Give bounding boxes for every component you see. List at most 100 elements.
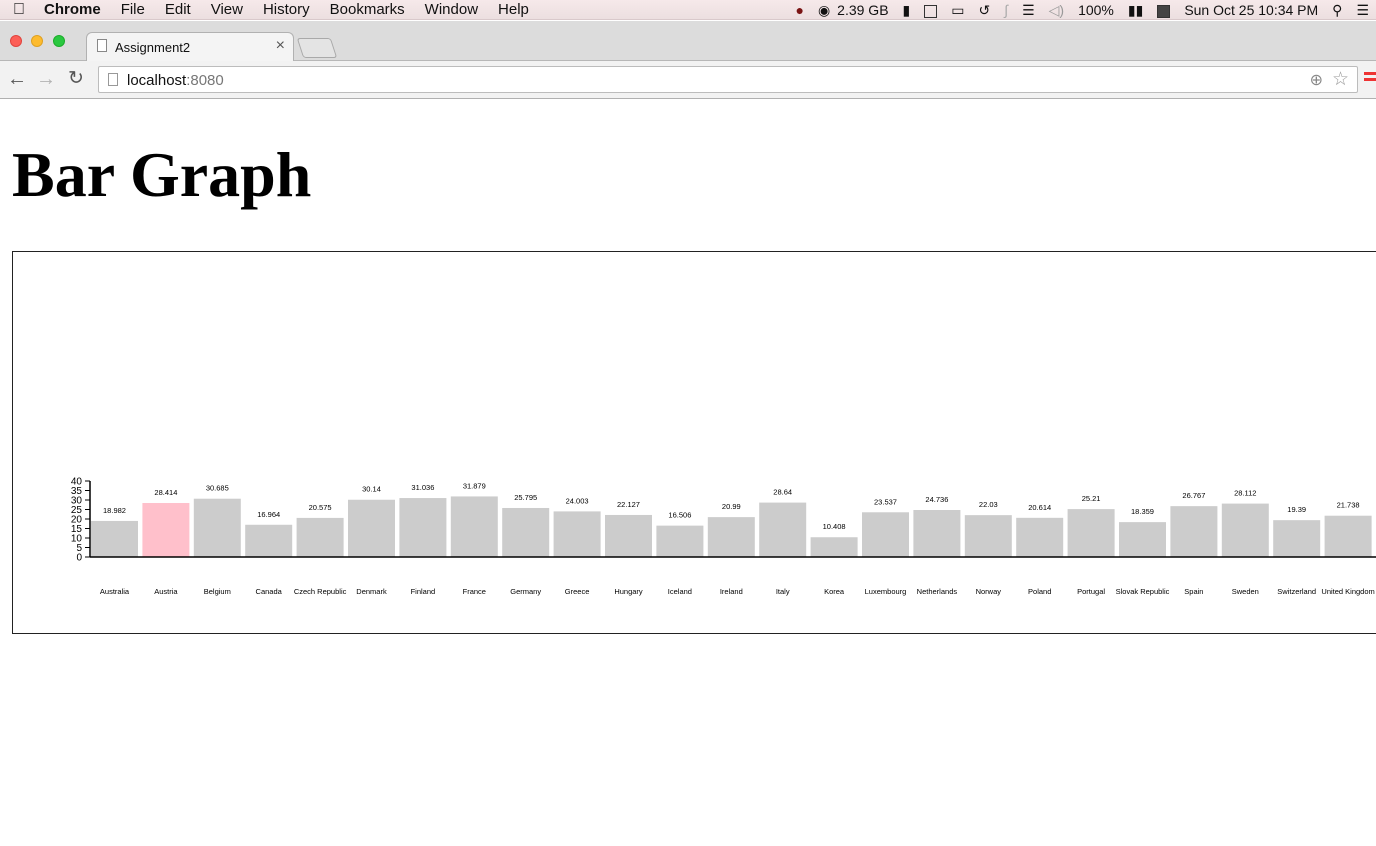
menu-chrome[interactable]: Chrome: [44, 1, 101, 18]
y-tick-label: 5: [76, 543, 82, 554]
bookmark-star-icon[interactable]: ☆: [1331, 69, 1349, 90]
bar-value-label: 30.14: [362, 485, 381, 494]
bar: [810, 537, 858, 557]
bar: [656, 525, 704, 557]
y-tick-label: 20: [71, 515, 83, 526]
bar-value-label: 20.614: [1028, 503, 1051, 512]
menu-help[interactable]: Help: [498, 1, 529, 18]
x-category-label: Slovak Republic: [1116, 587, 1170, 596]
menu-view[interactable]: View: [210, 1, 243, 18]
menu-window[interactable]: Window: [424, 1, 479, 18]
x-category-label: Iceland: [668, 587, 692, 596]
x-category-label: United Kingdom: [1321, 587, 1374, 596]
x-category-label: Finland: [411, 587, 436, 596]
tab-title: Assignment2: [115, 40, 191, 55]
bar-value-label: 16.506: [668, 511, 691, 520]
status-area: ● ◉ 2.39 GB ▮ ▭ ↺ ∫ ☰ ◁) 100% ▮▮ Sun Oct…: [788, 0, 1376, 20]
bar-value-label: 21.738: [1337, 501, 1360, 510]
menu-bookmarks[interactable]: Bookmarks: [329, 1, 405, 18]
bar-value-label: 16.964: [257, 510, 280, 519]
back-arrow-icon[interactable]: ←: [7, 68, 27, 90]
messages-icon[interactable]: ●: [795, 2, 804, 18]
x-category-label: Hungary: [614, 587, 643, 596]
bar: [245, 524, 293, 557]
bar: [91, 520, 138, 557]
chart-container: 0 5 10 15 20 25 30 35 40 18.982 Australia 28.414 Aus…: [12, 251, 1376, 634]
browser-toolbar: ← → ↻ localhost:8080 ⊕ ☆: [0, 61, 1376, 99]
bar-value-label: 20.575: [309, 503, 332, 512]
x-category-label: Norway: [976, 587, 1002, 596]
y-tick-label: 30: [71, 496, 83, 507]
tab-assignment2[interactable]: Assignment2 ×: [86, 32, 294, 61]
input-source-icon[interactable]: [1150, 2, 1177, 18]
y-tick-label: 25: [71, 505, 83, 516]
bar: [1221, 503, 1269, 557]
x-category-label: Germany: [510, 587, 541, 596]
bar-value-label: 26.767: [1182, 491, 1205, 500]
battery-percent[interactable]: 100%: [1078, 2, 1114, 18]
notification-center-icon[interactable]: ☰: [1356, 1, 1369, 18]
x-category-label: Belgium: [204, 587, 231, 596]
x-category-label: France: [463, 587, 486, 596]
bar: [450, 496, 498, 557]
x-category-label: Canada: [256, 587, 283, 596]
menu-history[interactable]: History: [262, 1, 310, 18]
x-category-label: Portugal: [1077, 587, 1105, 596]
menu-bar:  Chrome File Edit View History Bookmark…: [0, 0, 1376, 20]
bar-value-label: 23.537: [874, 497, 897, 506]
address-bar[interactable]: localhost:8080 ⊕ ☆: [98, 66, 1358, 93]
bar: [1119, 522, 1166, 557]
close-window-button[interactable]: [10, 35, 22, 47]
volume-icon[interactable]: ◁): [1048, 1, 1065, 18]
tab-strip: Assignment2 ×: [0, 21, 1376, 61]
close-tab-icon[interactable]: ×: [275, 37, 285, 54]
bar: [1016, 517, 1064, 557]
bar-value-label: 10.408: [823, 522, 846, 531]
zoom-window-button[interactable]: [53, 35, 65, 47]
bar-value-label: 30.685: [206, 484, 229, 493]
spotlight-icon[interactable]: ⚲: [1332, 1, 1343, 18]
x-category-label: Korea: [824, 587, 845, 596]
bar-value-label: 28.414: [154, 488, 177, 497]
bar: [1170, 506, 1218, 557]
time-machine-icon[interactable]: ↺: [978, 1, 991, 18]
clock[interactable]: Sun Oct 25 10:34 PM: [1184, 2, 1319, 18]
memory-icon[interactable]: ◉: [817, 1, 831, 18]
forward-arrow-icon[interactable]: →: [36, 68, 56, 90]
reload-icon[interactable]: ↻: [68, 68, 84, 89]
x-category-label: Italy: [776, 587, 790, 596]
bar: [1324, 515, 1372, 557]
memory-readout[interactable]: 2.39 GB: [837, 2, 889, 18]
evernote-icon[interactable]: ▮: [902, 1, 911, 18]
bar-value-label: 18.982: [103, 506, 126, 515]
x-category-label: Czech Republic: [294, 587, 347, 596]
bar: [1067, 509, 1115, 557]
new-tab-button[interactable]: [296, 38, 338, 58]
zoom-icon[interactable]: ⊕: [1309, 72, 1323, 89]
wifi-icon[interactable]: ☰: [1022, 1, 1035, 18]
bar-value-label: 31.036: [411, 483, 434, 492]
bar: [964, 515, 1012, 557]
bar: [1273, 520, 1321, 557]
y-tick-label: 35: [71, 486, 83, 497]
y-tick-label: 15: [71, 524, 83, 535]
bar-value-label: 31.879: [463, 481, 486, 490]
url-text[interactable]: localhost:8080: [127, 72, 224, 89]
menu-edit[interactable]: Edit: [164, 1, 191, 18]
bar: [399, 498, 447, 557]
bar: [605, 514, 652, 557]
bar-value-label: 28.112: [1234, 489, 1256, 498]
chrome-menu-icon[interactable]: [1364, 72, 1376, 87]
y-tick-label: 40: [71, 477, 83, 488]
bar: [348, 499, 395, 557]
battery-icon[interactable]: ▮▮: [1127, 1, 1144, 18]
apple-menu-icon[interactable]: : [0, 1, 38, 19]
window-icon[interactable]: [917, 2, 944, 18]
menu-file[interactable]: File: [120, 1, 145, 18]
minimize-window-button[interactable]: [31, 35, 43, 47]
airplay-icon[interactable]: ▭: [951, 1, 965, 18]
bar: [193, 498, 241, 557]
bluetooth-icon[interactable]: ∫: [1004, 2, 1009, 18]
x-category-label: Sweden: [1232, 587, 1259, 596]
